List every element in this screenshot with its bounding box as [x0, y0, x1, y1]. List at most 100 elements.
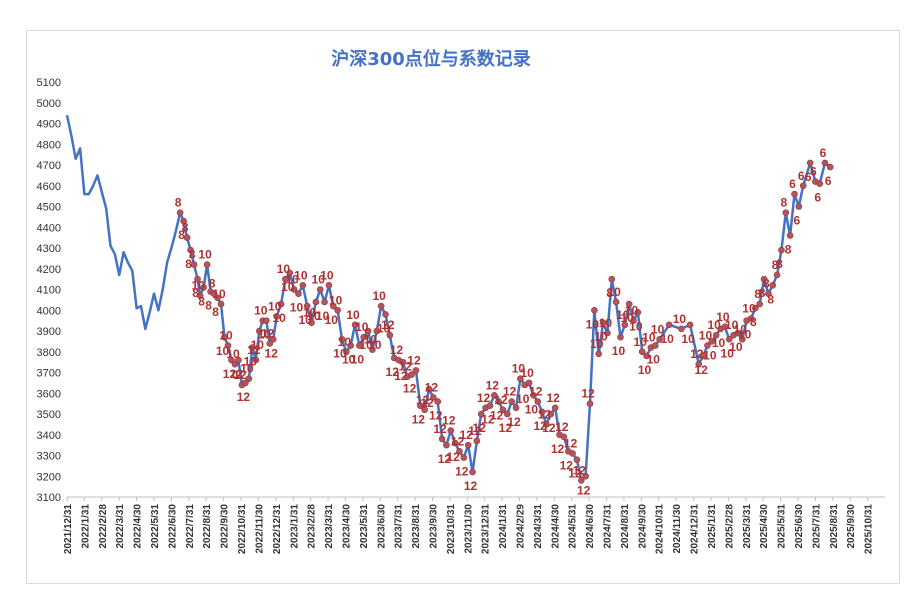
- y-tick-label: 4900: [37, 119, 61, 131]
- data-label: 10: [226, 347, 240, 361]
- y-tick-label: 4000: [37, 305, 61, 317]
- data-point: [290, 286, 298, 293]
- x-tick-label: 2025/9/30: [846, 504, 857, 549]
- data-point: [347, 342, 354, 349]
- data-label: 10: [620, 311, 634, 325]
- data-label: 10: [738, 328, 752, 342]
- data-label: 10: [355, 320, 369, 334]
- x-tick-label: 2023/6/30: [376, 504, 387, 549]
- data-label: 12: [425, 380, 439, 394]
- x-tick-label: 2023/10/31: [446, 504, 457, 554]
- data-label: 12: [573, 463, 587, 477]
- x-tick-label: 2025/2/28: [724, 504, 735, 549]
- y-tick-label: 4700: [37, 160, 61, 172]
- data-point: [725, 335, 733, 343]
- data-label: 8: [772, 258, 779, 272]
- data-label: 12: [265, 346, 279, 360]
- data-label: 8: [606, 286, 613, 300]
- data-label: 12: [507, 415, 521, 429]
- x-tick-label: 2025/7/31: [811, 504, 822, 549]
- data-point: [187, 246, 194, 254]
- data-label: 12: [494, 393, 508, 407]
- y-tick-label: 4500: [37, 202, 61, 214]
- data-point: [286, 269, 294, 277]
- data-point: [430, 394, 437, 401]
- data-label: 10: [240, 362, 254, 376]
- data-label: 12: [412, 413, 426, 427]
- data-point: [321, 298, 328, 306]
- data-point: [517, 375, 524, 383]
- data-point: [806, 159, 814, 167]
- data-point: [351, 321, 359, 329]
- data-point: [217, 300, 225, 308]
- data-point: [704, 342, 711, 349]
- data-label: 12: [499, 421, 513, 435]
- data-point: [577, 477, 585, 484]
- data-label: 12: [416, 393, 430, 407]
- x-tick-label: 2024/9/30: [637, 504, 648, 549]
- data-label: 12: [468, 424, 482, 438]
- data-label: 10: [638, 363, 652, 377]
- data-label: 10: [673, 312, 687, 326]
- data-point: [382, 311, 389, 318]
- data-label: 10: [251, 338, 265, 352]
- data-label: 12: [486, 378, 500, 392]
- data-point: [773, 271, 781, 279]
- data-label: 10: [298, 313, 312, 327]
- data-label: 10: [316, 309, 330, 323]
- data-label: 10: [258, 328, 272, 342]
- data-label: 8: [763, 277, 770, 291]
- x-tick-label: 2024/5/31: [568, 504, 579, 549]
- data-label: 12: [690, 347, 704, 361]
- data-label: 8: [759, 286, 766, 300]
- x-tick-label: 2022/11/30: [254, 504, 265, 554]
- data-label: 10: [244, 355, 258, 369]
- x-tick-label: 2022/3/31: [115, 504, 126, 549]
- data-label: 10: [368, 338, 382, 352]
- data-point: [586, 400, 594, 407]
- data-label: 10: [364, 333, 378, 347]
- data-label: 10: [191, 279, 205, 293]
- y-tick-label: 3500: [37, 409, 61, 421]
- data-point: [277, 300, 285, 308]
- data-label: 10: [338, 335, 352, 349]
- x-tick-label: 2022/10/31: [237, 504, 248, 554]
- data-point: [591, 306, 598, 314]
- data-label: 6: [825, 174, 832, 188]
- data-point: [791, 190, 798, 198]
- data-label: 10: [594, 330, 608, 344]
- data-point: [630, 317, 637, 324]
- data-point: [245, 375, 253, 383]
- data-point: [228, 356, 235, 364]
- data-point: [316, 286, 324, 293]
- data-point: [231, 360, 239, 368]
- series-markers: [176, 159, 834, 484]
- data-label: 10: [219, 329, 233, 343]
- data-point: [760, 275, 768, 283]
- data-labels: 8888881081088810101012101212121010121010…: [175, 146, 832, 497]
- x-tick-label: 2022/12/31: [272, 504, 283, 554]
- data-label: 10: [359, 338, 373, 352]
- y-tick-label: 3600: [37, 388, 61, 400]
- data-point: [738, 335, 746, 343]
- data-label: 10: [281, 280, 295, 294]
- data-label: 10: [329, 293, 343, 307]
- chart-frame: 沪深300点位与系数记录 3100 3200 3300 3400 3500 3600 370…: [26, 30, 900, 584]
- x-tick-label: 2023/2/28: [307, 504, 318, 549]
- data-label: 8: [209, 277, 216, 291]
- data-label: 10: [716, 310, 730, 324]
- data-label: 10: [198, 248, 212, 262]
- data-label: 12: [433, 422, 447, 436]
- data-label: 8: [178, 228, 185, 242]
- data-point: [799, 182, 807, 190]
- x-tick-label: 2023/3/31: [324, 504, 335, 549]
- data-label: 12: [399, 360, 413, 374]
- data-label: 8: [189, 248, 196, 262]
- data-label: 12: [481, 413, 495, 427]
- data-label: 10: [699, 329, 713, 343]
- data-point: [256, 327, 263, 335]
- x-tick-label: 2025/4/30: [759, 504, 770, 549]
- x-tick-label: 2023/1/31: [289, 504, 300, 549]
- y-tick-label: 5000: [37, 98, 61, 110]
- data-label: 10: [216, 344, 230, 358]
